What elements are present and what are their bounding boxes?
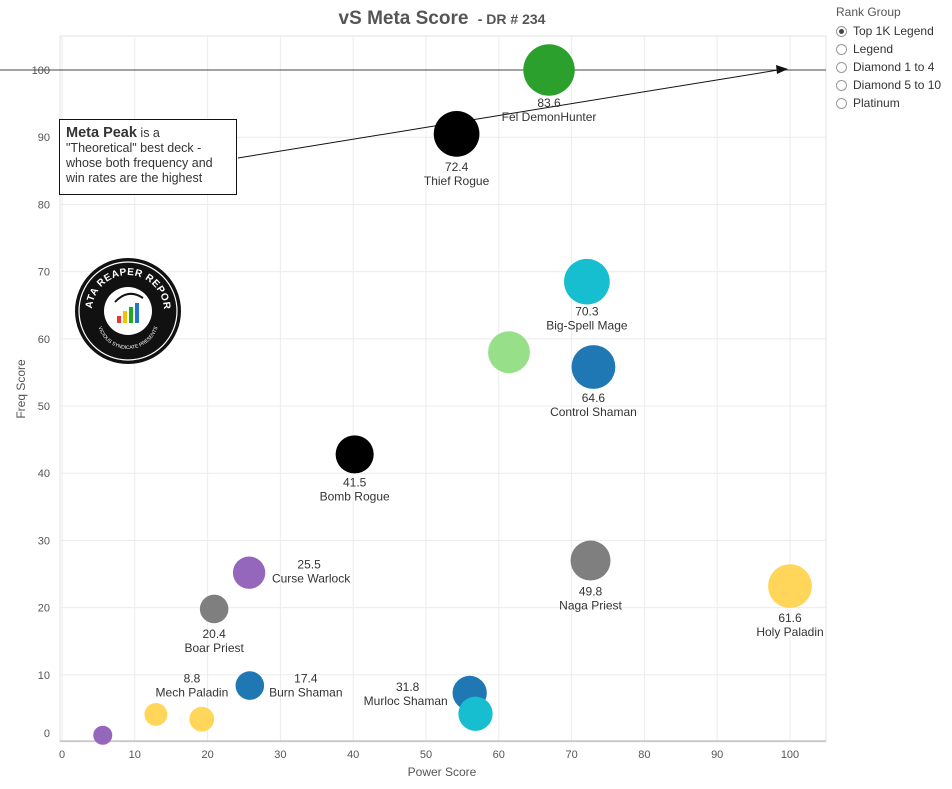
- point-score-label: 83.6: [537, 96, 561, 110]
- chart-title-main: vS Meta Score: [338, 8, 469, 29]
- legend-option-label: Legend: [853, 42, 894, 56]
- point-name-label: Thief Rogue: [424, 174, 490, 188]
- annotation-text-1: is a: [136, 126, 160, 140]
- x-tick-label: 50: [420, 749, 432, 761]
- point-score-label: 70.3: [575, 305, 599, 319]
- y-tick-label: 100: [32, 65, 50, 77]
- point-score-label: 20.4: [202, 627, 226, 641]
- meta-peak-annotation: Meta Peak is a "Theoretical" best deck -…: [59, 119, 237, 195]
- x-tick-label: 40: [347, 749, 359, 761]
- point-name-label: Holy Paladin: [756, 625, 823, 639]
- data-reaper-logo: DATA REAPER REPORT VICIOUS SYNDICATE PRE…: [75, 258, 181, 364]
- y-tick-label: 70: [38, 267, 50, 279]
- point-score-label: 61.6: [778, 611, 802, 625]
- point-score-label: 17.4: [294, 672, 318, 686]
- x-tick-label: 30: [274, 749, 286, 761]
- point-score-label: 72.4: [445, 160, 469, 174]
- data-point: [235, 671, 265, 700]
- chart-title: vS Meta Score - DR # 234: [0, 8, 884, 30]
- point-score-label: 25.5: [297, 558, 321, 572]
- data-point: [571, 345, 616, 389]
- legend-option-0[interactable]: Top 1K Legend: [836, 22, 941, 40]
- legend-option-label: Top 1K Legend: [853, 24, 934, 38]
- point-score-label: 41.5: [343, 475, 367, 489]
- annotation-text-2: "Theoretical" best deck -: [66, 141, 202, 155]
- x-tick-label: 100: [781, 749, 799, 761]
- data-point: [144, 703, 168, 726]
- legend-title: Rank Group: [836, 5, 901, 19]
- y-tick-label: 10: [38, 670, 50, 682]
- point-name-label: Boar Priest: [184, 641, 244, 655]
- point-score-label: 8.8: [184, 671, 201, 685]
- radio-icon[interactable]: [836, 97, 847, 109]
- y-tick-label: 20: [38, 603, 50, 615]
- data-point: [93, 725, 113, 745]
- logo-graphic: DATA REAPER REPORT VICIOUS SYNDICATE PRE…: [75, 258, 178, 361]
- y-tick-label: 50: [38, 401, 50, 413]
- legend-option-label: Platinum: [853, 96, 900, 110]
- data-point: [335, 435, 374, 474]
- annotation-text-3: whose both frequency and: [66, 156, 213, 170]
- point-name-label: Naga Priest: [559, 599, 622, 613]
- legend-option-label: Diamond 5 to 10: [853, 78, 942, 92]
- data-point: [433, 110, 480, 157]
- data-point: [199, 594, 229, 624]
- data-point: [189, 706, 215, 732]
- x-tick-label: 70: [565, 749, 577, 761]
- data-point: [458, 696, 493, 731]
- x-axis-label: Power Score: [408, 765, 477, 779]
- rank-group-legend: Rank Group Top 1K Legend Legend Diamond 1 …: [836, 5, 941, 112]
- y-axis-label: Freq Score: [14, 359, 28, 419]
- y-tick-label: 90: [38, 132, 50, 144]
- y-tick-label: 30: [38, 535, 50, 547]
- point-score-label: 49.8: [579, 585, 603, 599]
- x-tick-label: 80: [638, 749, 650, 761]
- x-tick-label: 0: [59, 749, 65, 761]
- annotation-text-4: win rates are the highest: [66, 171, 203, 185]
- point-name-label: Murloc Shaman: [364, 694, 448, 708]
- point-name-label: Big-Spell Mage: [546, 319, 628, 333]
- point-score-label: 31.8: [396, 680, 420, 694]
- x-tick-label: 10: [129, 749, 141, 761]
- chart-title-sub: - DR # 234: [477, 11, 546, 27]
- data-point: [768, 564, 812, 609]
- legend-option-3[interactable]: Diamond 5 to 10: [836, 76, 941, 94]
- point-name-label: Mech Paladin: [156, 685, 229, 699]
- data-point: [488, 331, 530, 374]
- annotation-bold: Meta Peak: [66, 125, 137, 141]
- point-name-label: Curse Warlock: [272, 572, 351, 586]
- legend-option-4[interactable]: Platinum: [836, 94, 941, 112]
- arrowhead-icon: [776, 65, 788, 74]
- x-tick-label: 60: [493, 749, 505, 761]
- data-point: [564, 258, 610, 305]
- radio-icon[interactable]: [836, 25, 847, 37]
- x-tick-label: 90: [711, 749, 723, 761]
- data-point: [523, 44, 575, 96]
- annotation-arrow-line: [237, 69, 779, 159]
- point-name-label: Control Shaman: [550, 405, 637, 419]
- x-tick-label: 20: [201, 749, 213, 761]
- y-tick-label: 40: [38, 468, 50, 480]
- y-tick-label: 0: [44, 728, 50, 740]
- point-score-label: 64.6: [582, 391, 606, 405]
- data-point: [570, 540, 611, 581]
- y-tick-label: 60: [38, 334, 50, 346]
- y-tick-label: 80: [38, 199, 50, 211]
- point-name-label: Burn Shaman: [269, 686, 342, 700]
- radio-icon[interactable]: [836, 79, 847, 91]
- legend-option-2[interactable]: Diamond 1 to 4: [836, 58, 941, 76]
- radio-icon[interactable]: [836, 61, 847, 73]
- point-name-label: Bomb Rogue: [320, 489, 390, 503]
- point-name-label: Fel DemonHunter: [502, 110, 597, 124]
- legend-option-1[interactable]: Legend: [836, 40, 941, 58]
- data-point: [232, 556, 266, 589]
- legend-option-label: Diamond 1 to 4: [853, 60, 935, 74]
- radio-icon[interactable]: [836, 43, 847, 55]
